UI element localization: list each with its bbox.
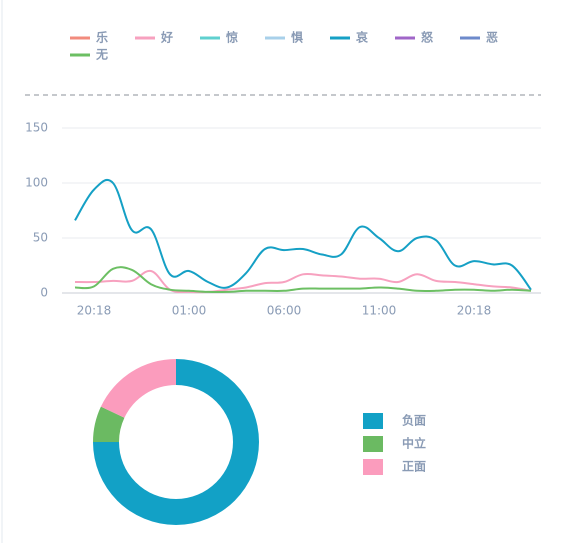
legend-swatch (363, 413, 383, 429)
y-tick-label: 50 (33, 231, 48, 245)
x-tick-label: 20:18 (77, 304, 112, 318)
legend-label: 乐 (96, 30, 108, 45)
legend-label: 哀 (356, 30, 369, 45)
legend-swatch (363, 436, 383, 452)
x-tick-label: 20:18 (457, 304, 492, 318)
legend-label: 中立 (402, 436, 426, 451)
x-tick-label: 06:00 (267, 304, 302, 318)
legend-label: 负面 (402, 413, 426, 428)
legend-label: 无 (95, 48, 108, 62)
x-tick-label: 01:00 (172, 304, 207, 318)
legend-label: 惧 (291, 30, 303, 45)
legend-label: 好 (160, 30, 173, 45)
donut-slice (93, 406, 125, 442)
y-tick-label: 0 (40, 286, 48, 300)
legend-label: 怒 (421, 30, 434, 45)
donut-slice (100, 359, 176, 418)
donut-slice (93, 359, 259, 525)
line-series (74, 269, 532, 294)
line-series (74, 178, 532, 291)
legend-label: 惊 (226, 30, 238, 45)
legend-label: 恶 (486, 31, 498, 45)
y-tick-label: 100 (25, 176, 48, 190)
x-tick-label: 11:00 (362, 304, 397, 318)
line-series (74, 266, 532, 294)
y-tick-label: 150 (25, 121, 48, 135)
legend-swatch (363, 459, 383, 475)
legend-label: 正面 (402, 460, 426, 474)
